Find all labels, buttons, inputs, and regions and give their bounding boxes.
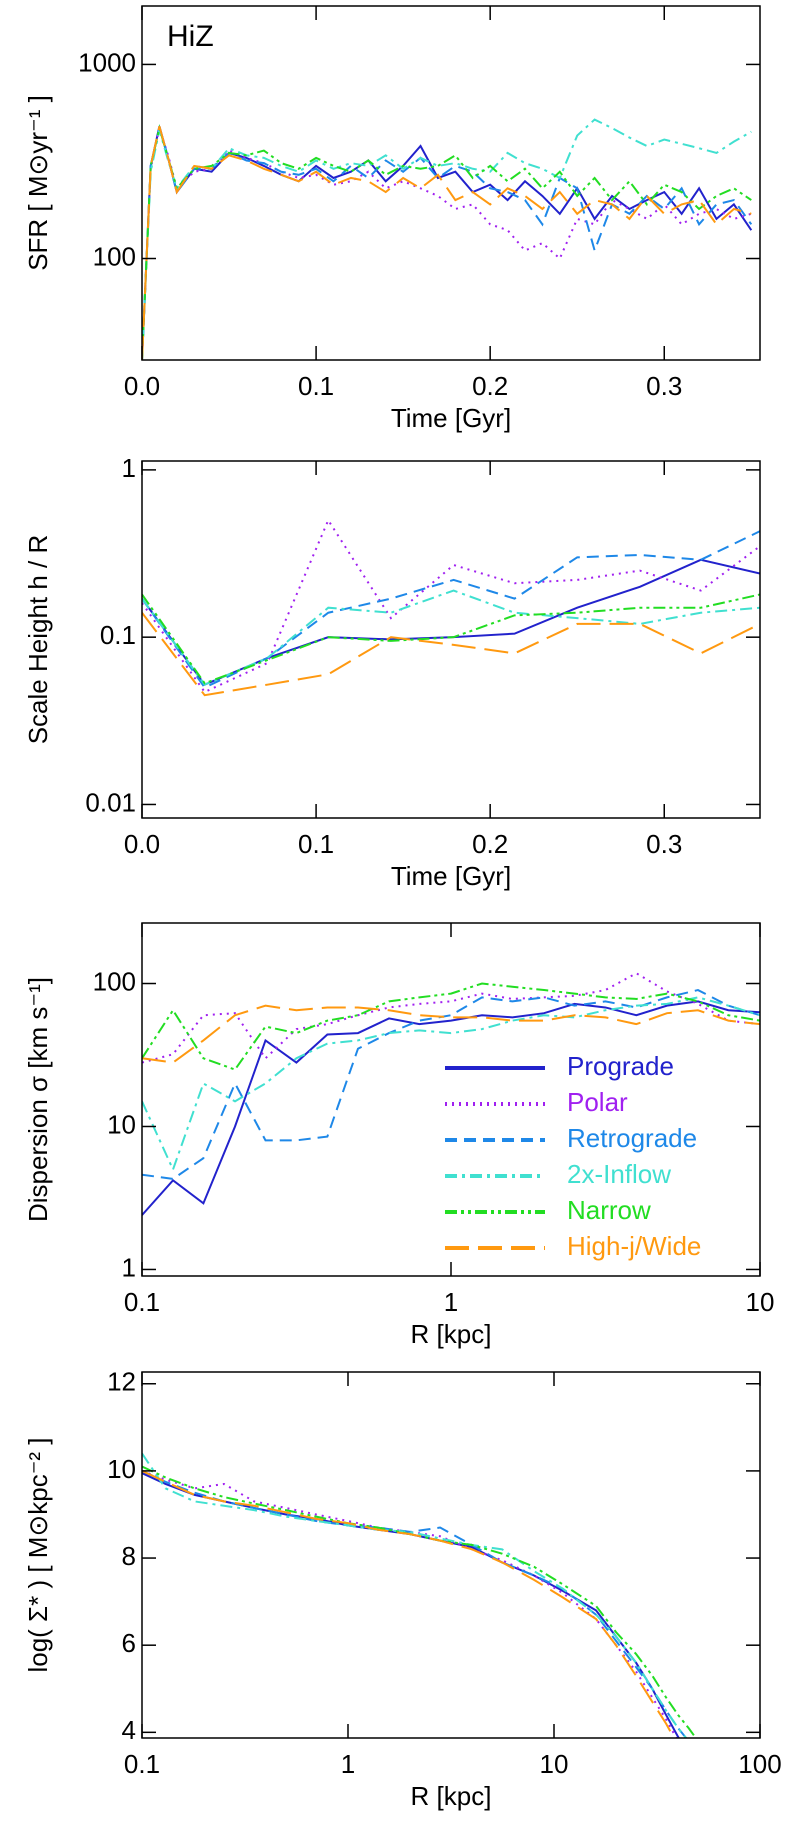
panel: 0.0 0.1 0.2 0.3 0.01 0.1 1 Time [Gyr] Scale Heig…	[23, 453, 761, 891]
series-line	[142, 1465, 698, 1738]
x-tick-label: 0.1	[298, 829, 334, 859]
series-line	[142, 118, 752, 360]
x-tick-label: 0.1	[124, 1287, 160, 1317]
legend-label: 2x-Inflow	[567, 1159, 671, 1189]
y-tick-label: 0.01	[85, 787, 136, 817]
legend-label: Polar	[567, 1087, 628, 1117]
y-tick-label: 12	[107, 1367, 136, 1397]
y-tick-label: 4	[122, 1715, 136, 1745]
panel: 0.0 0.1 0.2 0.3 100 1000 Time [Gyr] SFR [ M⊙yr⁻…	[23, 5, 761, 433]
x-tick-label: 100	[738, 1749, 781, 1779]
series-line	[142, 1472, 680, 1738]
y-tick-label: 10	[107, 1454, 136, 1484]
series-line	[142, 124, 752, 360]
series-line	[142, 530, 760, 689]
legend-label: Narrow	[567, 1195, 651, 1225]
y-axis-label: Dispersion σ [km s⁻¹]	[23, 977, 53, 1222]
x-tick-label: 0.1	[124, 1749, 160, 1779]
legend-label: Retrograde	[567, 1123, 697, 1153]
x-tick-label: 0.2	[472, 371, 508, 401]
series-line	[142, 996, 760, 1173]
y-tick-label: 10	[107, 1109, 136, 1139]
x-tick-label: 0.3	[646, 829, 682, 859]
series-line	[142, 1452, 688, 1738]
x-tick-label: 10	[746, 1287, 775, 1317]
legend-label: Prograde	[567, 1051, 674, 1081]
legend-label: High-j/Wide	[567, 1231, 701, 1261]
y-tick-label: 6	[122, 1628, 136, 1658]
y-tick-label: 8	[122, 1541, 136, 1571]
x-tick-label: 10	[540, 1749, 569, 1779]
plot-frame	[141, 1371, 761, 1739]
series-line	[142, 124, 752, 360]
panel: 0.1 1 10 100 4 6 8 10 12 R [kpc] log( Σ* ) [ M⊙kpc…	[23, 1367, 782, 1811]
series-line	[142, 1000, 760, 1216]
panel: 0.1 1 10 1 10 100 R [kpc] Dispersion σ [km s⁻¹]…	[23, 922, 775, 1349]
x-axis-label: R [kpc]	[411, 1319, 492, 1349]
series-line	[142, 518, 760, 694]
x-tick-label: 0.3	[646, 371, 682, 401]
series-line	[142, 1470, 688, 1738]
annotation: HiZ	[167, 20, 214, 53]
y-axis-label: Scale Height h / R	[23, 535, 53, 745]
series-line	[142, 982, 760, 1071]
x-axis-label: Time [Gyr]	[391, 403, 511, 433]
plot-frame	[141, 922, 761, 1277]
x-tick-label: 1	[341, 1749, 355, 1779]
x-tick-label: 0.1	[298, 371, 334, 401]
y-tick-label: 1000	[78, 47, 136, 77]
series-line	[142, 1470, 676, 1738]
y-tick-label: 1	[122, 453, 136, 483]
series-line	[142, 126, 753, 360]
x-tick-label: 1	[444, 1287, 458, 1317]
y-tick-label: 100	[93, 241, 136, 271]
x-axis-label: Time [Gyr]	[391, 861, 511, 891]
series-line	[142, 1004, 760, 1064]
y-tick-label: 0.1	[100, 620, 136, 650]
series-line	[142, 126, 752, 360]
x-tick-label: 0.0	[124, 829, 160, 859]
x-tick-label: 0.2	[472, 829, 508, 859]
x-tick-label: 0.0	[124, 371, 160, 401]
series-line	[142, 593, 760, 685]
y-tick-label: 1	[122, 1252, 136, 1282]
series-line	[142, 612, 760, 697]
series-line	[142, 1469, 678, 1738]
y-tick-label: 100	[93, 966, 136, 996]
plot-frame	[141, 460, 761, 819]
series-line	[142, 124, 753, 360]
plot-frame	[141, 5, 761, 361]
y-axis-label: log( Σ* ) [ M⊙kpc⁻² ]	[23, 1437, 53, 1672]
series-line	[142, 972, 760, 1064]
x-axis-label: R [kpc]	[411, 1781, 492, 1811]
y-axis-label: SFR [ M⊙yr⁻¹ ]	[23, 95, 53, 271]
